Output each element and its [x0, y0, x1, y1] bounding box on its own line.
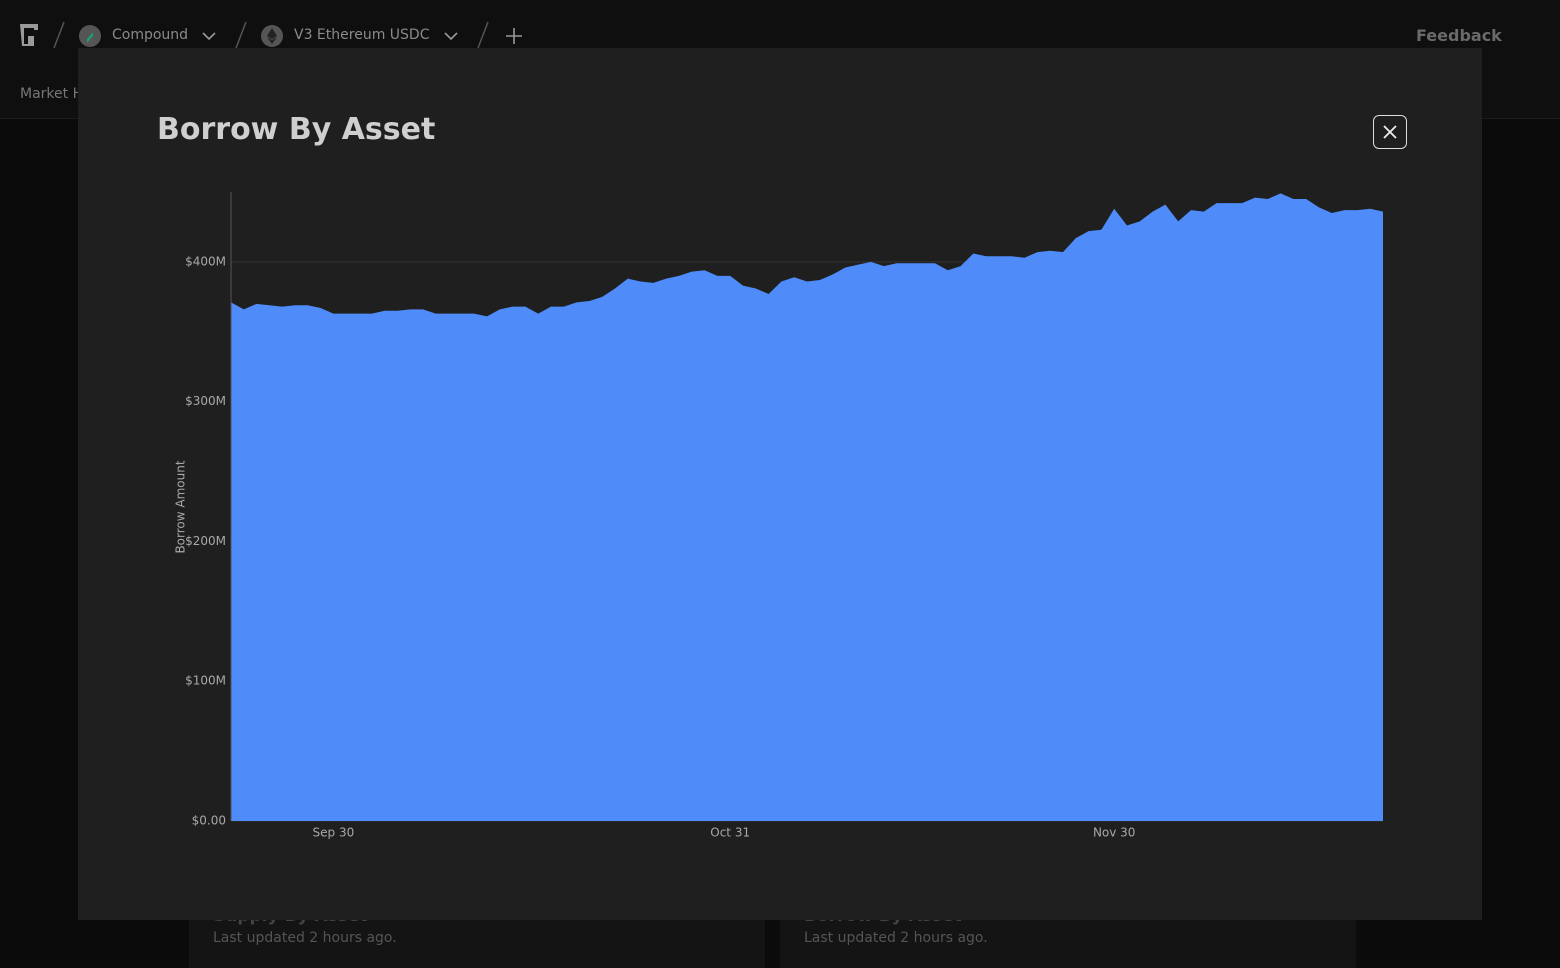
- protocol-icon: [79, 25, 101, 47]
- feedback-link[interactable]: Feedback: [1416, 26, 1502, 45]
- chevron[interactable]: [442, 28, 460, 44]
- card-updated: Last updated 2 hours ago.: [213, 930, 397, 946]
- y-tick-label: $200M: [185, 534, 226, 548]
- y-axis-label: Borrow Amount: [174, 460, 188, 553]
- y-tick-label: $100M: [185, 674, 226, 688]
- area: [231, 193, 1383, 821]
- protocol-selector[interactable]: Compound: [112, 27, 189, 43]
- chevron[interactable]: [200, 28, 218, 44]
- market-icon: [261, 25, 283, 47]
- tab[interactable]: Market H: [20, 86, 84, 102]
- chart: Borrow Amount $0.00 $100M $200M $300M $400M S…: [174, 192, 1383, 840]
- y-tick-label: $0.00: [192, 814, 226, 828]
- logo: [20, 24, 38, 46]
- market-selector[interactable]: V3 Ethereum USDC: [294, 27, 430, 43]
- x-tick-label: Oct 31: [710, 826, 750, 840]
- x-tick-label: Sep 30: [313, 826, 355, 840]
- modal-title: Borrow By Asset: [157, 112, 436, 147]
- y-tick-label: $400M: [185, 254, 226, 268]
- card-updated: Last updated 2 hours ago.: [804, 930, 988, 946]
- close-button[interactable]: [1373, 115, 1407, 149]
- separator: [477, 21, 489, 49]
- y-tick-label: $300M: [185, 394, 226, 408]
- separator: [53, 21, 65, 49]
- add-button[interactable]: [504, 26, 524, 46]
- separator: [235, 21, 247, 49]
- x-tick-label: Nov 30: [1093, 826, 1136, 840]
- modal: Borrow By Asset Borrow Amount $0.00 $100M…: [78, 48, 1482, 920]
